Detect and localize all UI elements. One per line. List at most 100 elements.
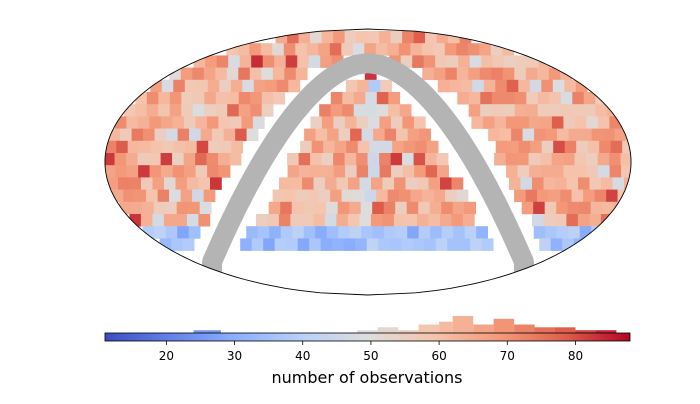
sky-cell <box>330 189 342 203</box>
sky-cell <box>184 79 197 93</box>
sky-cell <box>251 55 263 68</box>
sky-cell <box>566 177 579 190</box>
sky-cell <box>541 140 554 154</box>
sky-cell <box>166 128 178 142</box>
sky-cell <box>425 31 437 44</box>
sky-cell <box>152 177 165 190</box>
colorbar-histogram <box>193 316 617 333</box>
sky-cell <box>578 177 590 190</box>
sky-cell <box>551 153 564 166</box>
sky-cell <box>332 238 344 251</box>
sky-cell <box>192 104 205 117</box>
sky-cell <box>310 116 323 129</box>
sky-cell <box>591 128 604 142</box>
sky-cell <box>177 128 190 142</box>
sky-cell <box>303 201 315 215</box>
sky-cell <box>172 165 185 178</box>
sky-cell <box>504 55 516 68</box>
sky-cell <box>356 116 369 129</box>
sky-cell <box>471 116 484 129</box>
sky-cell <box>560 104 573 117</box>
sky-cell <box>250 92 263 105</box>
sky-cell <box>490 43 503 56</box>
sky-cell <box>609 116 622 129</box>
sky-cell <box>319 104 331 117</box>
sky-cell <box>367 116 380 129</box>
sky-cell <box>284 189 296 203</box>
sky-cell <box>533 201 545 215</box>
sky-cell <box>418 201 430 215</box>
sky-cell <box>215 104 228 117</box>
sky-cell <box>399 104 412 117</box>
colorbar-tick-label: 30 <box>227 349 242 363</box>
sky-cell <box>368 79 381 93</box>
sky-cell <box>333 31 345 44</box>
sky-cell <box>589 177 602 190</box>
sky-cell <box>350 128 362 142</box>
sky-cell <box>481 55 493 68</box>
histogram-bar <box>193 330 221 333</box>
sky-cell <box>356 31 368 44</box>
sky-cell <box>577 214 590 227</box>
sky-cell <box>506 79 519 93</box>
sky-cell <box>333 116 346 129</box>
sky-cell <box>310 153 322 166</box>
sky-cell <box>562 238 574 251</box>
sky-cell <box>468 92 481 105</box>
sky-cell <box>407 128 420 142</box>
sky-cell <box>274 55 286 68</box>
sky-cell <box>456 43 469 56</box>
sky-cell <box>537 104 550 117</box>
sky-cell <box>517 153 529 166</box>
sky-cell <box>242 79 255 93</box>
sky-cell <box>114 116 127 129</box>
sky-cell <box>456 189 469 203</box>
sky-cell <box>469 55 482 68</box>
sky-map <box>105 31 631 295</box>
sky-cell <box>576 140 588 154</box>
sky-cell <box>126 116 139 129</box>
sky-cell <box>203 67 216 81</box>
sky-cell <box>555 177 567 190</box>
sky-cell <box>346 140 358 154</box>
sky-cell <box>364 43 377 56</box>
sky-cell <box>594 189 607 203</box>
sky-cell <box>382 177 395 190</box>
sky-cell <box>169 67 182 81</box>
sky-cell <box>413 116 426 129</box>
sky-cell <box>583 92 596 105</box>
sky-cell <box>123 189 135 203</box>
sky-cell <box>537 189 549 203</box>
sky-cell <box>433 67 446 81</box>
sky-cell <box>423 55 436 68</box>
sky-cell <box>149 116 162 129</box>
sky-cell <box>260 43 273 56</box>
sky-cell <box>534 128 546 142</box>
sky-cell <box>436 153 449 166</box>
sky-cell <box>180 67 193 81</box>
sky-cell <box>226 43 239 56</box>
sky-cell <box>597 153 610 166</box>
sky-cell <box>413 31 426 44</box>
sky-cell <box>464 226 477 239</box>
sky-cell <box>391 165 403 178</box>
sky-cell <box>495 79 508 93</box>
sky-cell <box>537 67 550 81</box>
sky-cell <box>274 238 287 251</box>
sky-cell <box>278 214 291 227</box>
sky-cell <box>173 140 186 154</box>
sky-cell <box>280 201 292 215</box>
sky-cell <box>392 140 404 154</box>
sky-cell <box>349 226 362 239</box>
sky-cell <box>563 116 576 129</box>
sky-cell <box>229 116 242 129</box>
sky-cell <box>175 214 188 227</box>
sky-cell <box>439 214 452 227</box>
sky-cell <box>137 116 150 129</box>
sky-cell <box>105 140 117 154</box>
sky-cell <box>532 177 544 190</box>
sky-cell <box>118 177 130 190</box>
histogram-bar <box>357 330 378 333</box>
sky-cell <box>330 92 343 105</box>
